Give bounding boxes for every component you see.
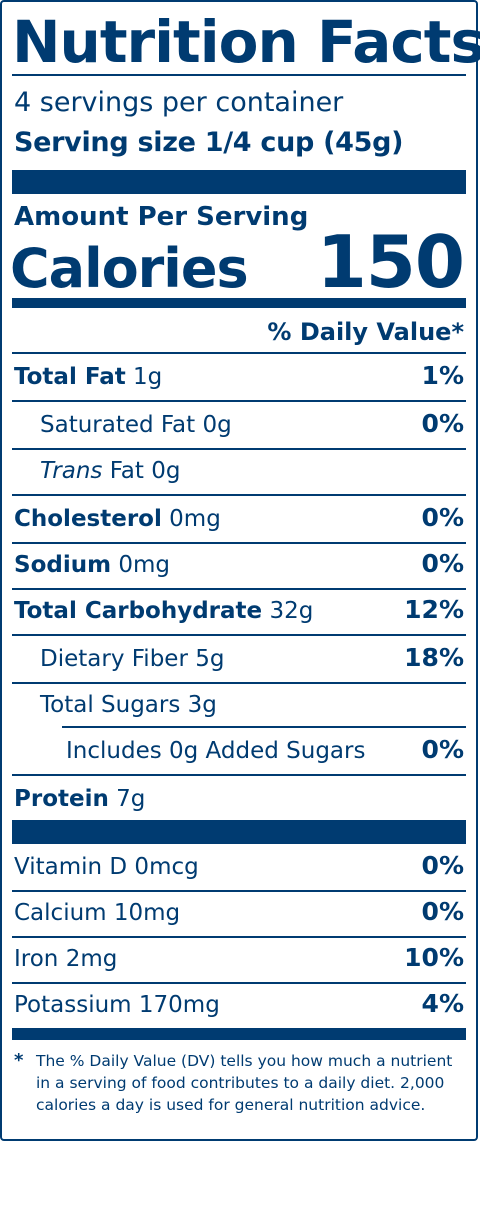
row-rule: [12, 982, 466, 984]
nutrient-row-protein: Protein 7g: [14, 776, 464, 822]
footnote-text: The % Daily Value (DV) tells you how muc…: [36, 1052, 453, 1114]
nutrient-name: Total Fat: [14, 364, 126, 390]
nutrient-amount: Fat 0g: [109, 458, 181, 484]
footnote-asterisk: *: [14, 1050, 24, 1071]
row-rule: [12, 890, 466, 892]
nutrient-dv: 12%: [404, 595, 464, 624]
nutrient-name: Protein: [14, 786, 109, 812]
nutrient-dv: 0%: [421, 735, 464, 764]
serving-size: Serving size 1/4 cup (45g): [14, 127, 404, 158]
nutrient-row-total-fat: Total Fat 1g 1%: [14, 354, 464, 400]
nutrient-row-dietary-fiber: Dietary Fiber 5g 18%: [14, 636, 464, 682]
vitamin-dv: 10%: [404, 943, 464, 972]
vitamin-text: Potassium 170mg: [14, 992, 220, 1018]
row-rule: [12, 542, 466, 544]
nutrient-amount: 1g: [133, 364, 163, 390]
nutrient-name: Saturated Fat: [40, 412, 196, 438]
nutrient-amount: 7g: [116, 786, 146, 812]
nutrient-amount: 0g: [202, 412, 232, 438]
row-rule: [12, 634, 466, 636]
nutrient-row-total-sugars: Total Sugars 3g: [14, 682, 464, 728]
nutrient-row-saturated-fat: Saturated Fat 0g 0%: [14, 402, 464, 448]
nutrient-name: Total Sugars: [40, 692, 181, 718]
title-rule: [12, 74, 466, 76]
calories-rule: [12, 298, 466, 308]
vitamin-text: Calcium 10mg: [14, 900, 181, 926]
nutrient-row-cholesterol: Cholesterol 0mg 0%: [14, 496, 464, 542]
row-rule: [12, 448, 466, 450]
nutrient-amount: 3g: [187, 692, 217, 718]
row-rule: [12, 588, 466, 590]
thick-rule-top: [12, 170, 466, 194]
vitamin-row-iron: Iron 2mg 10%: [14, 936, 464, 982]
calories-label: Calories: [10, 237, 249, 300]
nutrient-name: Cholesterol: [14, 506, 162, 532]
amount-per-serving: Amount Per Serving: [14, 202, 309, 232]
daily-value-header: % Daily Value*: [267, 318, 464, 346]
nutrient-dv: 1%: [421, 361, 464, 390]
footnote-rule: [12, 1028, 466, 1040]
nutrient-name: Includes 0g Added Sugars: [66, 738, 366, 764]
row-rule: [12, 494, 466, 496]
nutrient-row-sodium: Sodium 0mg 0%: [14, 542, 464, 588]
nutrient-name: Trans: [40, 458, 103, 484]
nutrient-name: Total Carbohydrate: [14, 598, 263, 624]
servings-per-container: 4 servings per container: [14, 87, 344, 118]
vitamin-row-calcium: Calcium 10mg 0%: [14, 890, 464, 936]
vitamin-text: Iron 2mg: [14, 946, 118, 972]
row-rule: [12, 774, 466, 776]
thick-rule-vitamins: [12, 820, 466, 844]
nutrient-amount: 5g: [195, 646, 225, 672]
nutrient-dv: 18%: [404, 643, 464, 672]
nutrient-row-added-sugars: Includes 0g Added Sugars 0%: [14, 728, 464, 774]
nutrient-dv: 0%: [421, 503, 464, 532]
row-rule: [12, 400, 466, 402]
label-title: Nutrition Facts: [12, 8, 480, 76]
vitamin-dv: 0%: [421, 851, 464, 880]
vitamin-dv: 0%: [421, 897, 464, 926]
nutrient-name: Sodium: [14, 552, 112, 578]
nutrient-dv: 0%: [421, 409, 464, 438]
dv-header-rule: [12, 352, 466, 354]
row-rule: [12, 936, 466, 938]
row-rule: [62, 726, 466, 728]
nutrient-amount: 32g: [269, 598, 314, 624]
nutrient-dv: 0%: [421, 549, 464, 578]
nutrient-row-total-carbohydrate: Total Carbohydrate 32g 12%: [14, 588, 464, 634]
nutrient-row-trans-fat: Trans Fat 0g: [14, 448, 464, 494]
calories-value: 150: [316, 220, 465, 304]
vitamin-row-vitamin-d: Vitamin D 0mcg 0%: [14, 844, 464, 890]
vitamin-text: Vitamin D 0mcg: [14, 854, 199, 880]
nutrient-name: Dietary Fiber: [40, 646, 188, 672]
vitamin-row-potassium: Potassium 170mg 4%: [14, 982, 464, 1028]
nutrient-amount: 0mg: [169, 506, 221, 532]
vitamin-dv: 4%: [421, 989, 464, 1018]
footnote: * The % Daily Value (DV) tells you how m…: [14, 1050, 470, 1116]
nutrient-amount: 0mg: [118, 552, 171, 578]
row-rule: [12, 682, 466, 684]
nutrition-facts-label: Nutrition Facts 4 servings per container…: [0, 0, 480, 1141]
